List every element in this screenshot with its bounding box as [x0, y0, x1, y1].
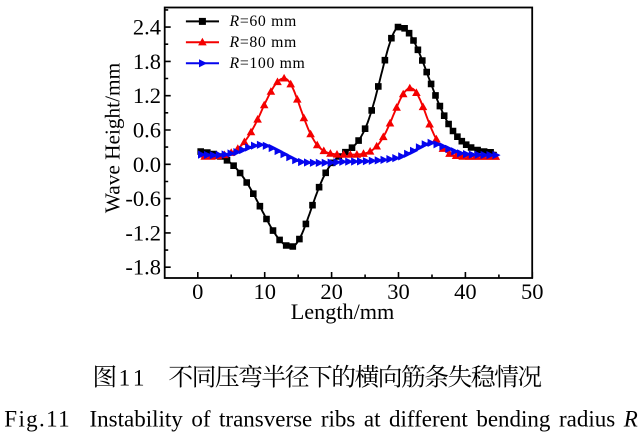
svg-text:Wave Height/mm: Wave Height/mm — [101, 62, 125, 213]
svg-text:Length/mm: Length/mm — [291, 299, 395, 324]
svg-text:Instability of transverse ribs: Instability of transverse ribs at differ… — [90, 407, 638, 432]
svg-text:30: 30 — [387, 279, 410, 304]
svg-text:10: 10 — [253, 279, 276, 304]
svg-text:0: 0 — [192, 279, 203, 304]
svg-text:-0.6: -0.6 — [125, 186, 161, 211]
svg-text:-1.8: -1.8 — [125, 255, 161, 280]
svg-text:50: 50 — [521, 279, 544, 304]
svg-text:0.0: 0.0 — [133, 152, 161, 177]
svg-text:-1.2: -1.2 — [125, 220, 161, 245]
svg-text:Fig.11: Fig.11 — [4, 407, 71, 432]
svg-text:2.4: 2.4 — [133, 15, 161, 40]
svg-text:R=80 mm: R=80 mm — [229, 34, 298, 51]
svg-text:1.8: 1.8 — [133, 49, 161, 74]
svg-text:R=100 mm: R=100 mm — [229, 55, 306, 72]
svg-text:11: 11 — [119, 366, 148, 392]
svg-text:0.6: 0.6 — [133, 118, 161, 143]
svg-text:1.2: 1.2 — [133, 83, 161, 108]
svg-text:40: 40 — [454, 279, 477, 304]
svg-text:20: 20 — [320, 279, 343, 304]
svg-text:R=60 mm: R=60 mm — [229, 13, 298, 30]
